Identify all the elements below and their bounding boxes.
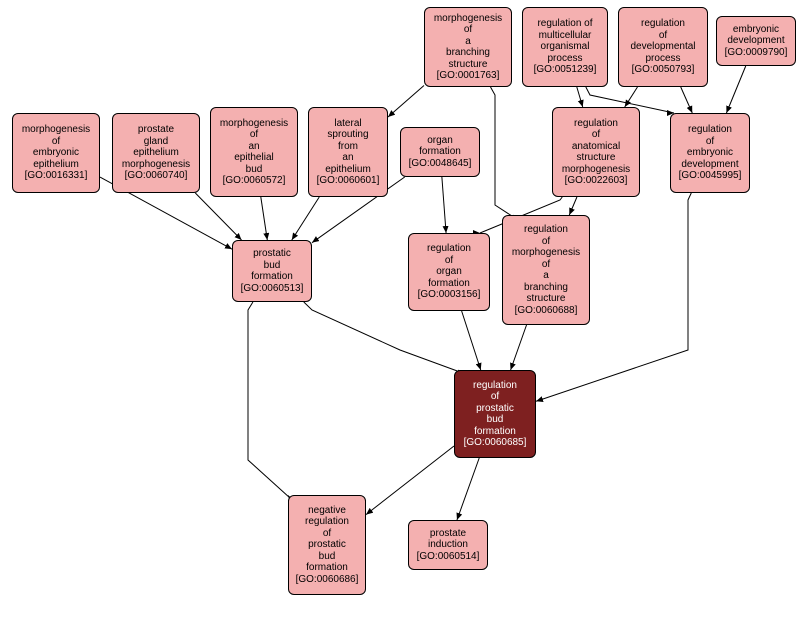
node-label: regulation of developmental process [GO:… bbox=[630, 18, 695, 76]
node-n17: prostate induction [GO:0060514] bbox=[408, 520, 488, 570]
edge-n1-n8 bbox=[388, 86, 424, 118]
edge-n9-n13 bbox=[442, 177, 446, 233]
edge-n2-n10 bbox=[577, 87, 583, 107]
node-n16: negative regulation of prostatic bud for… bbox=[288, 495, 366, 595]
node-n11: regulation of embryonic development [GO:… bbox=[670, 113, 750, 193]
node-n13: regulation of organ formation [GO:000315… bbox=[408, 233, 490, 311]
node-label: regulation of anatomical structure morph… bbox=[562, 118, 630, 187]
node-label: negative regulation of prostatic bud for… bbox=[296, 505, 359, 586]
edge-n1-n14 bbox=[491, 87, 516, 218]
node-label: lateral sprouting from an epithelium [GO… bbox=[317, 118, 380, 187]
edge-n10-n14 bbox=[569, 197, 577, 215]
edge-layer bbox=[0, 0, 803, 624]
node-label: regulation of morphogenesis of a branchi… bbox=[512, 224, 580, 316]
edge-n12-n16 bbox=[248, 302, 290, 498]
node-n5: morphogenesis of embryonic epithelium [G… bbox=[12, 113, 100, 193]
node-label: morphogenesis of a branching structure [… bbox=[434, 13, 502, 82]
node-n8: lateral sprouting from an epithelium [GO… bbox=[308, 107, 388, 197]
node-n2: regulation of multicellular organismal p… bbox=[522, 7, 608, 87]
node-n15: regulation of prostatic bud formation [G… bbox=[454, 370, 536, 458]
node-label: regulation of organ formation [GO:000315… bbox=[418, 243, 481, 301]
node-label: prostate gland epithelium morphogenesis … bbox=[122, 124, 190, 182]
node-label: embryonic development [GO:0009790] bbox=[725, 24, 788, 59]
edge-n12-n15 bbox=[304, 302, 460, 372]
node-n9: organ formation [GO:0048645] bbox=[400, 127, 480, 177]
edge-n8-n12 bbox=[292, 197, 319, 240]
edge-n6-n12 bbox=[195, 193, 241, 240]
node-label: regulation of multicellular organismal p… bbox=[534, 18, 597, 76]
node-n7: morphogenesis of an epithelial bud [GO:0… bbox=[210, 107, 298, 197]
node-label: organ formation [GO:0048645] bbox=[409, 135, 472, 170]
node-label: prostatic bud formation [GO:0060513] bbox=[241, 248, 304, 294]
node-label: prostate induction [GO:0060514] bbox=[417, 528, 480, 563]
edge-n4-n11 bbox=[726, 66, 745, 113]
node-label: regulation of prostatic bud formation [G… bbox=[464, 380, 527, 449]
node-n14: regulation of morphogenesis of a branchi… bbox=[502, 215, 590, 325]
edge-n15-n17 bbox=[457, 458, 479, 520]
edge-n7-n12 bbox=[261, 197, 268, 240]
edge-n3-n11 bbox=[681, 87, 693, 113]
node-n3: regulation of developmental process [GO:… bbox=[618, 7, 708, 87]
edge-n15-n16 bbox=[366, 446, 454, 515]
node-label: morphogenesis of an epithelial bud [GO:0… bbox=[220, 118, 288, 187]
node-n10: regulation of anatomical structure morph… bbox=[552, 107, 640, 197]
node-label: morphogenesis of embryonic epithelium [G… bbox=[22, 124, 90, 182]
node-n6: prostate gland epithelium morphogenesis … bbox=[112, 113, 200, 193]
node-n4: embryonic development [GO:0009790] bbox=[716, 16, 796, 66]
node-n12: prostatic bud formation [GO:0060513] bbox=[232, 240, 312, 302]
node-n1: morphogenesis of a branching structure [… bbox=[424, 7, 512, 87]
node-label: regulation of embryonic development [GO:… bbox=[679, 124, 742, 182]
edge-n14-n15 bbox=[511, 325, 527, 370]
edge-n13-n15 bbox=[462, 311, 481, 370]
edge-n3-n10 bbox=[625, 87, 638, 107]
